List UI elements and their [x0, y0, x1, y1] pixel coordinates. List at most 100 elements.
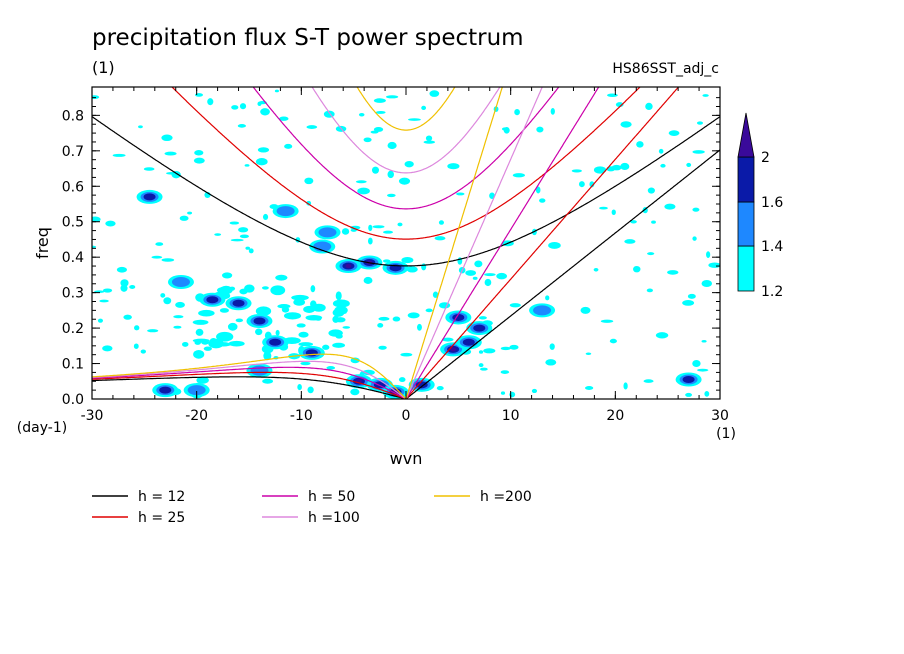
- power-speckle: [421, 105, 427, 111]
- power-speckle: [593, 268, 599, 272]
- power-speckle: [238, 227, 249, 233]
- power-speckle: [164, 151, 177, 156]
- power-speckle: [262, 378, 274, 384]
- colorbar-label: 2: [761, 150, 770, 166]
- power-speckle: [358, 113, 365, 117]
- power-speckle: [350, 357, 360, 364]
- power-speckle: [281, 306, 290, 313]
- power-speckle: [496, 272, 508, 280]
- power-speckle: [611, 164, 622, 171]
- power-speckle: [578, 181, 585, 188]
- power-speckle: [436, 385, 444, 391]
- power-speckle: [465, 270, 477, 276]
- power-speckle: [203, 346, 212, 351]
- power-speckle: [102, 288, 113, 293]
- chart-title: precipitation flux S-T power spectrum: [92, 25, 524, 51]
- power-speckle: [539, 198, 546, 203]
- plot-content: [92, 87, 720, 399]
- colorbar-label: 1.4: [761, 239, 783, 255]
- y-axis-label: freq: [33, 227, 52, 259]
- power-speckle: [235, 318, 244, 323]
- power-speckle: [545, 359, 557, 366]
- power-speckle: [425, 308, 433, 313]
- power-speckle: [685, 392, 693, 397]
- power-speckle: [155, 242, 164, 246]
- power-speckle: [706, 251, 711, 258]
- power-speckle: [687, 293, 696, 299]
- power-speckle: [279, 116, 289, 121]
- power-speckle: [195, 328, 204, 336]
- power-speckle: [432, 291, 439, 298]
- y-tick-label: 0.5: [62, 215, 84, 231]
- power-speckle: [143, 167, 155, 171]
- x-tick-label: 10: [502, 408, 520, 424]
- power-speckle: [686, 162, 692, 167]
- plot-area: [92, 87, 720, 399]
- power-speckle: [550, 108, 555, 115]
- power-speckle: [120, 279, 129, 287]
- contour-blob: [455, 335, 482, 350]
- power-speckle: [244, 164, 250, 167]
- power-speckle: [350, 388, 360, 396]
- power-speckle: [192, 319, 209, 325]
- y-tick-label: 0.3: [62, 286, 84, 302]
- x-tick-label: -10: [290, 408, 313, 424]
- power-speckle: [231, 105, 239, 110]
- power-speckle: [633, 265, 641, 273]
- power-speckle: [138, 125, 143, 129]
- power-speckle: [133, 343, 139, 349]
- power-speckle: [609, 338, 617, 344]
- power-speckle: [332, 299, 350, 308]
- power-speckle: [387, 170, 394, 179]
- contour-blob: [445, 310, 472, 325]
- power-speckle: [375, 110, 386, 114]
- power-speckle: [701, 339, 707, 343]
- y-tick-label: 0.2: [62, 321, 84, 337]
- power-speckle: [322, 344, 330, 350]
- power-speckle: [255, 328, 263, 336]
- power-speckle: [571, 169, 582, 173]
- legend-label: h = 12: [138, 489, 185, 505]
- contour-blob: [246, 363, 273, 378]
- power-speckle: [692, 207, 700, 212]
- contour-blob: [167, 275, 194, 289]
- power-speckle: [187, 211, 193, 215]
- power-speckle: [630, 220, 637, 224]
- power-speckle: [147, 329, 159, 333]
- power-speckle: [580, 306, 591, 314]
- contour-blob: [199, 292, 226, 307]
- power-speckle: [194, 150, 204, 156]
- power-speckle: [397, 222, 403, 227]
- power-speckle: [514, 108, 520, 116]
- x-tick-label: -20: [185, 408, 208, 424]
- y-tick-label: 0.4: [62, 250, 84, 266]
- power-speckle: [182, 341, 189, 347]
- power-speckle: [274, 89, 279, 93]
- power-speckle: [372, 225, 385, 229]
- power-speckle: [219, 308, 229, 313]
- power-speckle: [692, 359, 701, 367]
- units-label: (1): [92, 58, 115, 77]
- power-speckle: [328, 329, 343, 337]
- power-speckle: [531, 388, 538, 394]
- power-speckle: [512, 173, 526, 178]
- power-speckle: [599, 206, 608, 210]
- legend-label: h = 25: [138, 510, 185, 526]
- power-speckle: [708, 262, 720, 268]
- power-speckle: [658, 148, 664, 154]
- dispersion-curve-rossby-h100: [92, 360, 407, 399]
- power-speckle: [270, 285, 286, 296]
- power-speckle: [702, 94, 709, 97]
- x-unit-label: (1): [716, 426, 736, 442]
- dispersion-curve-ig-h200: [356, 87, 456, 131]
- power-speckle: [239, 103, 247, 110]
- power-speckle: [215, 342, 231, 347]
- legend: h = 12 h = 25 h = 50 h =100 h =200: [92, 489, 532, 526]
- dispersion-curve-rossby-h12: [92, 376, 407, 399]
- power-speckle: [99, 299, 109, 303]
- power-contours: [136, 189, 702, 399]
- x-tick-label: 20: [606, 408, 624, 424]
- power-speckle: [484, 278, 492, 287]
- power-speckle: [295, 295, 303, 302]
- colorbar-segment: [737, 201, 755, 247]
